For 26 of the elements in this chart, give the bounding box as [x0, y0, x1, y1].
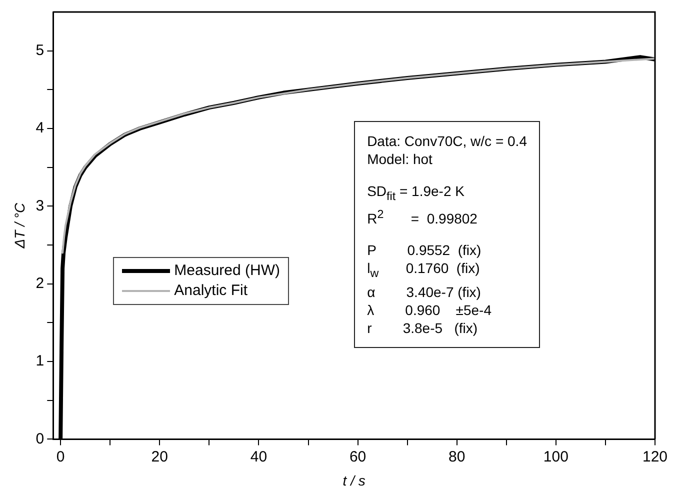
y-tick-label: 4	[36, 120, 44, 137]
text: l$_{w}$ 0.1760 (fix)	[367, 260, 480, 280]
annotation: λ 0.960 ±5e-4	[367, 301, 492, 320]
x-tick-label: 100	[543, 448, 568, 466]
x-tick-label: 40	[250, 448, 268, 466]
x-tick-label: 80	[448, 448, 466, 466]
annotation: α 3.40e-7 (fix)	[367, 283, 482, 302]
annotation: Data: Conv70C, w/c = 0.4	[367, 132, 527, 150]
x-tick-label: 0	[56, 448, 65, 466]
annotation: P 0.9552 (fix)	[367, 241, 482, 260]
legend-label: Measured (HW)	[174, 262, 280, 280]
x-tick-label: 20	[151, 448, 168, 466]
y-tick-label: 1	[36, 352, 44, 370]
y-axis-title: ΔT / °C	[11, 202, 28, 250]
x-axis-title: t / s	[342, 472, 366, 488]
legend-label: Analytic Fit	[174, 282, 248, 300]
x-tick-label: 60	[349, 448, 366, 466]
y-tick-label: 0	[36, 430, 44, 448]
x-tick-label: 120	[642, 448, 668, 466]
y-tick-label: 2	[36, 274, 44, 292]
y-tick-label: 3	[36, 197, 44, 214]
text: R$^{2}$ = 0.99802	[367, 208, 478, 226]
annotation: Model: hot	[367, 150, 434, 168]
annotation: r 3.8e-5 (fix)	[367, 319, 479, 338]
annotation: SD$_{fit}$ = 1.9e-2 K	[367, 182, 466, 205]
y-tick-label: 5	[36, 42, 44, 59]
